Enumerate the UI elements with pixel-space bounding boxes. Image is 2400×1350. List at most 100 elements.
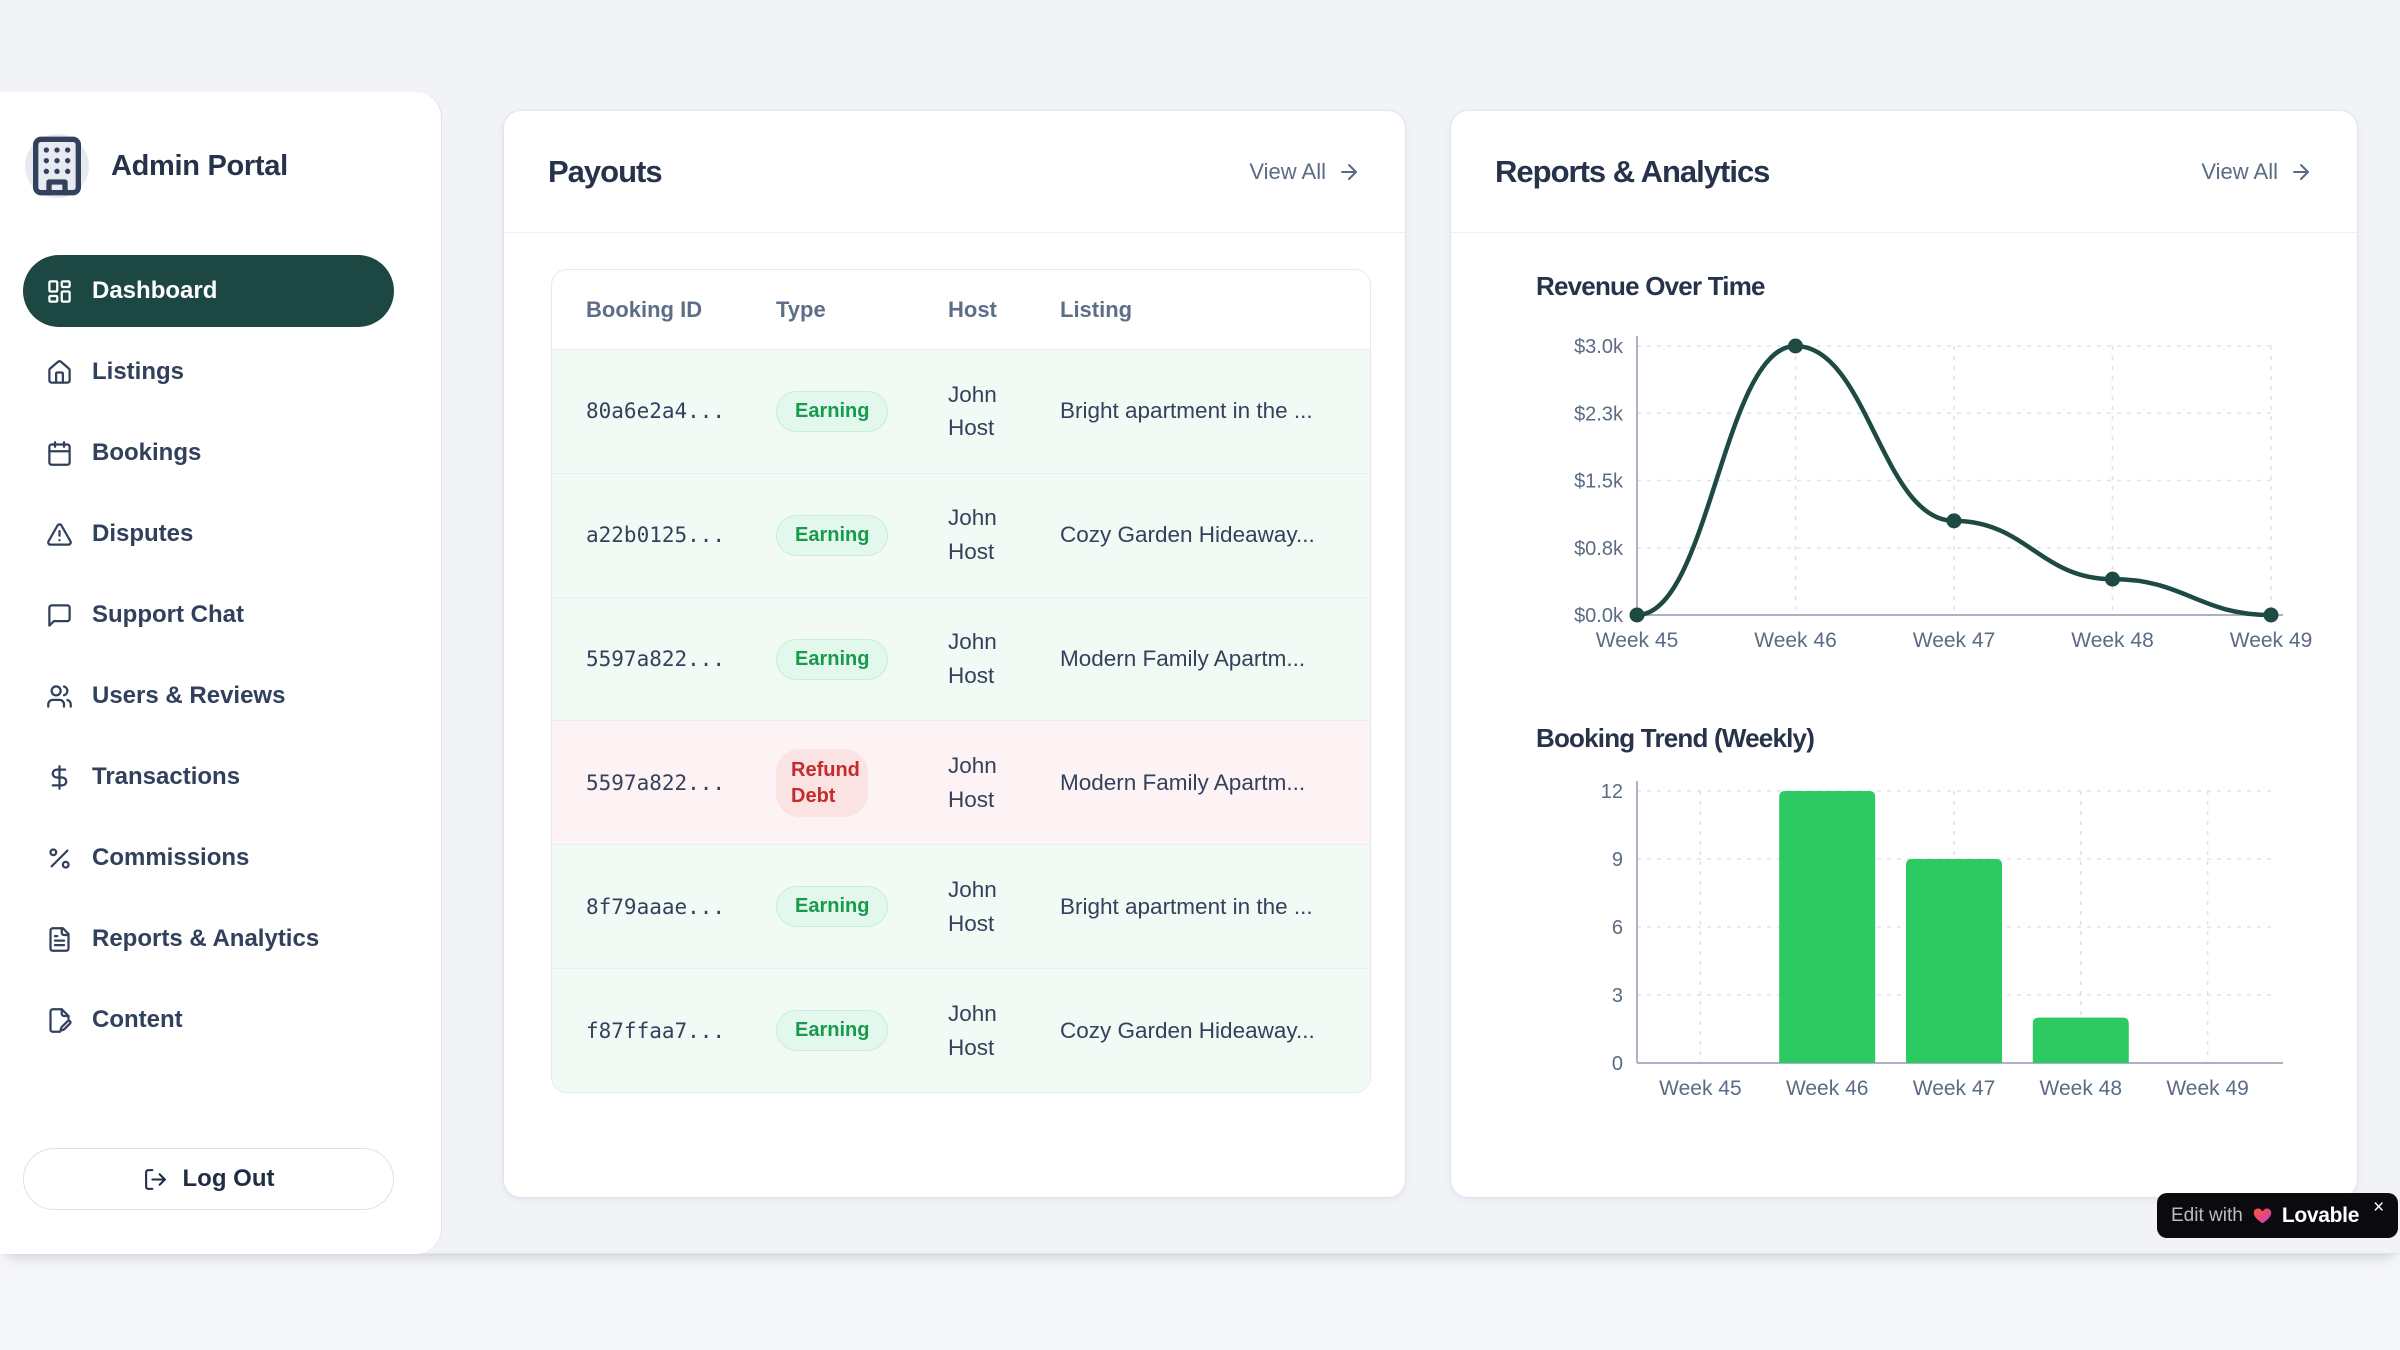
sidebar-nav: Dashboard Listings Bookings Disputes Support… <box>23 255 394 1065</box>
sidebar-item-label: Support Chat <box>92 601 244 628</box>
sidebar-item-label: Users & Reviews <box>92 682 286 709</box>
column-host: Host <box>948 296 997 322</box>
brand-avatar <box>25 134 89 198</box>
sidebar-item-label: Dashboard <box>92 277 218 304</box>
booking-id-cell: 5597a822... <box>586 770 726 795</box>
revenue-line-chart: $0.0k $0.8k $1.5k $2.3k $3.0k Week 45 Week 46 W… <box>1574 336 2313 652</box>
sidebar-item-disputes[interactable]: Disputes <box>23 498 394 570</box>
type-badge: Earning <box>776 390 889 432</box>
payouts-card-header: Payouts View All <box>504 111 1405 233</box>
table-row: f87ffaa7... Earning John Host Cozy Garde… <box>552 969 1370 1092</box>
host-cell: John Host <box>948 876 997 936</box>
close-icon[interactable]: × <box>2373 1196 2385 1218</box>
dollar-icon <box>46 764 73 791</box>
sidebar-item-label: Disputes <box>92 520 194 547</box>
sidebar-item-dashboard[interactable]: Dashboard <box>23 255 394 327</box>
table-row: 5597a822... Refund Debt John Host Modern… <box>552 721 1370 846</box>
svg-text:3: 3 <box>1612 985 1623 1007</box>
table-row: 5597a822... Earning John Host Modern Fam… <box>552 597 1370 722</box>
arrow-right-icon <box>2289 160 2313 184</box>
arrow-right-icon <box>1337 160 1361 184</box>
booking-id-cell: f87ffaa7... <box>586 1018 726 1043</box>
table-row: 80a6e2a4... Earning John Host Bright apa… <box>552 350 1370 474</box>
host-cell: John Host <box>948 629 997 689</box>
sidebar-item-transactions[interactable]: Transactions <box>23 741 394 813</box>
listing-cell: Modern Family Apartm... <box>1060 769 1306 795</box>
sidebar-item-commissions[interactable]: Commissions <box>23 822 394 894</box>
listing-cell: Bright apartment in the ... <box>1060 893 1313 919</box>
home-icon <box>46 359 73 386</box>
logout-label: Log Out <box>182 1165 275 1192</box>
payouts-view-all-link[interactable]: View All <box>1249 159 1361 185</box>
payouts-title: Payouts <box>548 153 663 189</box>
booking-id-cell: 5597a822... <box>586 647 726 672</box>
listing-cell: Modern Family Apartm... <box>1060 646 1306 672</box>
type-badge: Earning <box>776 638 889 680</box>
host-cell: John Host <box>948 1000 997 1060</box>
lovable-brand-label: Lovable <box>2281 1203 2360 1227</box>
sidebar-item-support-chat[interactable]: Support Chat <box>23 579 394 651</box>
type-badge: Earning <box>776 886 889 928</box>
svg-text:$0.8k: $0.8k <box>1574 538 1624 560</box>
svg-text:Week 48: Week 48 <box>2040 1077 2123 1100</box>
view-all-label: View All <box>1249 158 1326 184</box>
svg-text:Week 46: Week 46 <box>1754 629 1837 652</box>
payouts-card: Payouts View All Booking ID Type Host Li… <box>503 110 1406 1198</box>
svg-text:0: 0 <box>1612 1053 1623 1075</box>
svg-text:Week 45: Week 45 <box>1659 1077 1742 1100</box>
table-row: 8f79aaae... Earning John Host Bright apa… <box>552 845 1370 970</box>
column-booking-id: Booking ID <box>586 296 703 322</box>
svg-text:9: 9 <box>1612 849 1623 871</box>
sidebar-item-label: Content <box>92 1006 183 1033</box>
dashboard-icon <box>46 278 73 305</box>
type-badge: Earning <box>776 514 889 556</box>
svg-text:Week 48: Week 48 <box>2071 629 2154 652</box>
brand: Admin Portal <box>25 134 288 198</box>
file-text-icon <box>46 926 73 953</box>
listing-cell: Bright apartment in the ... <box>1060 398 1313 424</box>
users-icon <box>46 683 73 710</box>
reports-view-all-link[interactable]: View All <box>2201 159 2313 185</box>
logout-button[interactable]: Log Out <box>23 1148 394 1210</box>
booking-id-cell: 8f79aaae... <box>586 894 726 919</box>
reports-title: Reports & Analytics <box>1495 153 1770 189</box>
host-cell: John Host <box>948 753 997 812</box>
svg-text:6: 6 <box>1612 917 1623 939</box>
svg-text:$2.3k: $2.3k <box>1574 403 1624 425</box>
svg-text:Week 46: Week 46 <box>1786 1077 1869 1100</box>
booking-bar-chart: 0 3 6 9 12 Week 45 Week 46 Week 47 Week 48 Week 4… <box>1601 781 2283 1100</box>
table-row: a22b0125... Earning John Host Cozy Garde… <box>552 473 1370 598</box>
sidebar-item-users-reviews[interactable]: Users & Reviews <box>23 660 394 732</box>
sidebar-item-label: Bookings <box>92 439 202 466</box>
svg-text:$1.5k: $1.5k <box>1574 471 1624 493</box>
listing-cell: Cozy Garden Hideaway... <box>1060 522 1315 548</box>
file-pen-icon <box>46 1007 73 1034</box>
host-cell: John Host <box>948 381 997 441</box>
edit-with-lovable-badge[interactable]: Edit with Lovable × <box>2157 1193 2399 1238</box>
svg-text:Week 45: Week 45 <box>1596 629 1679 652</box>
svg-text:Week 49: Week 49 <box>2230 629 2313 652</box>
sidebar-item-label: Transactions <box>92 763 241 790</box>
view-all-label: View All <box>2201 158 2278 184</box>
sidebar-item-reports-analytics[interactable]: Reports & Analytics <box>23 903 394 975</box>
sidebar-item-content[interactable]: Content <box>23 984 394 1056</box>
alert-triangle-icon <box>46 521 73 548</box>
svg-text:Week 47: Week 47 <box>1913 629 1996 652</box>
revenue-chart-title: Revenue Over Time <box>1536 271 1766 301</box>
booking-id-cell: a22b0125... <box>586 523 726 548</box>
column-listing: Listing <box>1060 296 1133 322</box>
reports-card: Reports & Analytics View All Revenue Ove… <box>1450 110 2358 1198</box>
payouts-table-body: 80a6e2a4... Earning John Host Bright apa… <box>552 350 1370 1092</box>
building-icon <box>25 134 89 198</box>
sidebar-item-label: Listings <box>92 358 185 385</box>
booking-id-cell: 80a6e2a4... <box>586 399 726 424</box>
sidebar-item-bookings[interactable]: Bookings <box>23 417 394 489</box>
sidebar: Admin Portal Dashboard Listings Bookings Di… <box>0 92 442 1254</box>
svg-text:Week 47: Week 47 <box>1913 1077 1996 1100</box>
sidebar-item-listings[interactable]: Listings <box>23 336 394 408</box>
chat-icon <box>46 602 73 629</box>
logout-icon <box>143 1167 168 1192</box>
host-cell: John Host <box>948 505 997 565</box>
payouts-table-header: Booking ID Type Host Listing <box>552 270 1370 350</box>
